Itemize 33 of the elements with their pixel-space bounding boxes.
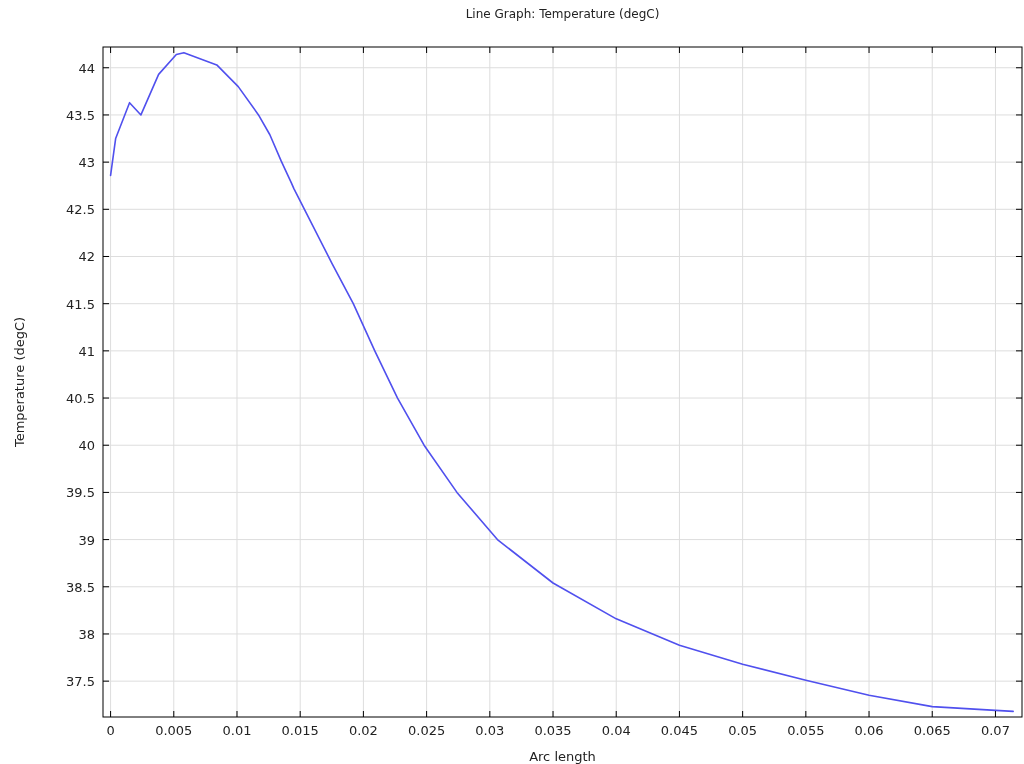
y-tick-label: 37.5 [66, 674, 95, 690]
x-tick-label: 0.055 [787, 723, 825, 738]
x-tick-label: 0.035 [534, 723, 572, 738]
x-tick-label: 0.005 [155, 723, 193, 738]
x-tick-label: 0.025 [408, 723, 446, 738]
y-tick-label: 38.5 [66, 579, 95, 595]
x-tick-label: 0.02 [348, 723, 378, 738]
x-tick-label: 0.06 [854, 723, 884, 738]
x-tick-label: 0.015 [281, 723, 319, 738]
y-tick-label: 43 [78, 155, 95, 171]
line-series [109, 51, 1014, 713]
x-axis-title: Arc length [529, 749, 596, 764]
chart-title: Line Graph: Temperature (degC) [465, 7, 660, 21]
y-tick-label: 40 [78, 438, 95, 454]
x-tick-label: 0.03 [475, 723, 505, 738]
y-tick-label: 38 [78, 626, 95, 642]
x-tick-label: 0.07 [980, 723, 1010, 738]
y-axis-title: Temperature (degC) [12, 316, 27, 449]
y-tick-label: 41 [78, 343, 95, 359]
y-tick-label: 43.5 [66, 107, 95, 123]
x-tick-label: 0.065 [913, 723, 951, 738]
x-tick-label: 0 [106, 723, 115, 738]
x-tick-label: 0.05 [728, 723, 758, 738]
y-tick-label: 40.5 [66, 391, 95, 407]
y-tick-label: 39.5 [66, 485, 95, 501]
x-tick-label: 0.01 [222, 723, 252, 738]
y-tick-label: 44 [78, 60, 95, 76]
y-tick-label: 39 [78, 532, 95, 548]
x-tick-label: 0.045 [660, 723, 699, 738]
x-tick-label: 0.04 [601, 723, 631, 738]
y-tick-label: 42 [78, 249, 95, 265]
y-tick-label: 41.5 [66, 296, 95, 312]
y-tick-label: 42.5 [66, 202, 95, 218]
